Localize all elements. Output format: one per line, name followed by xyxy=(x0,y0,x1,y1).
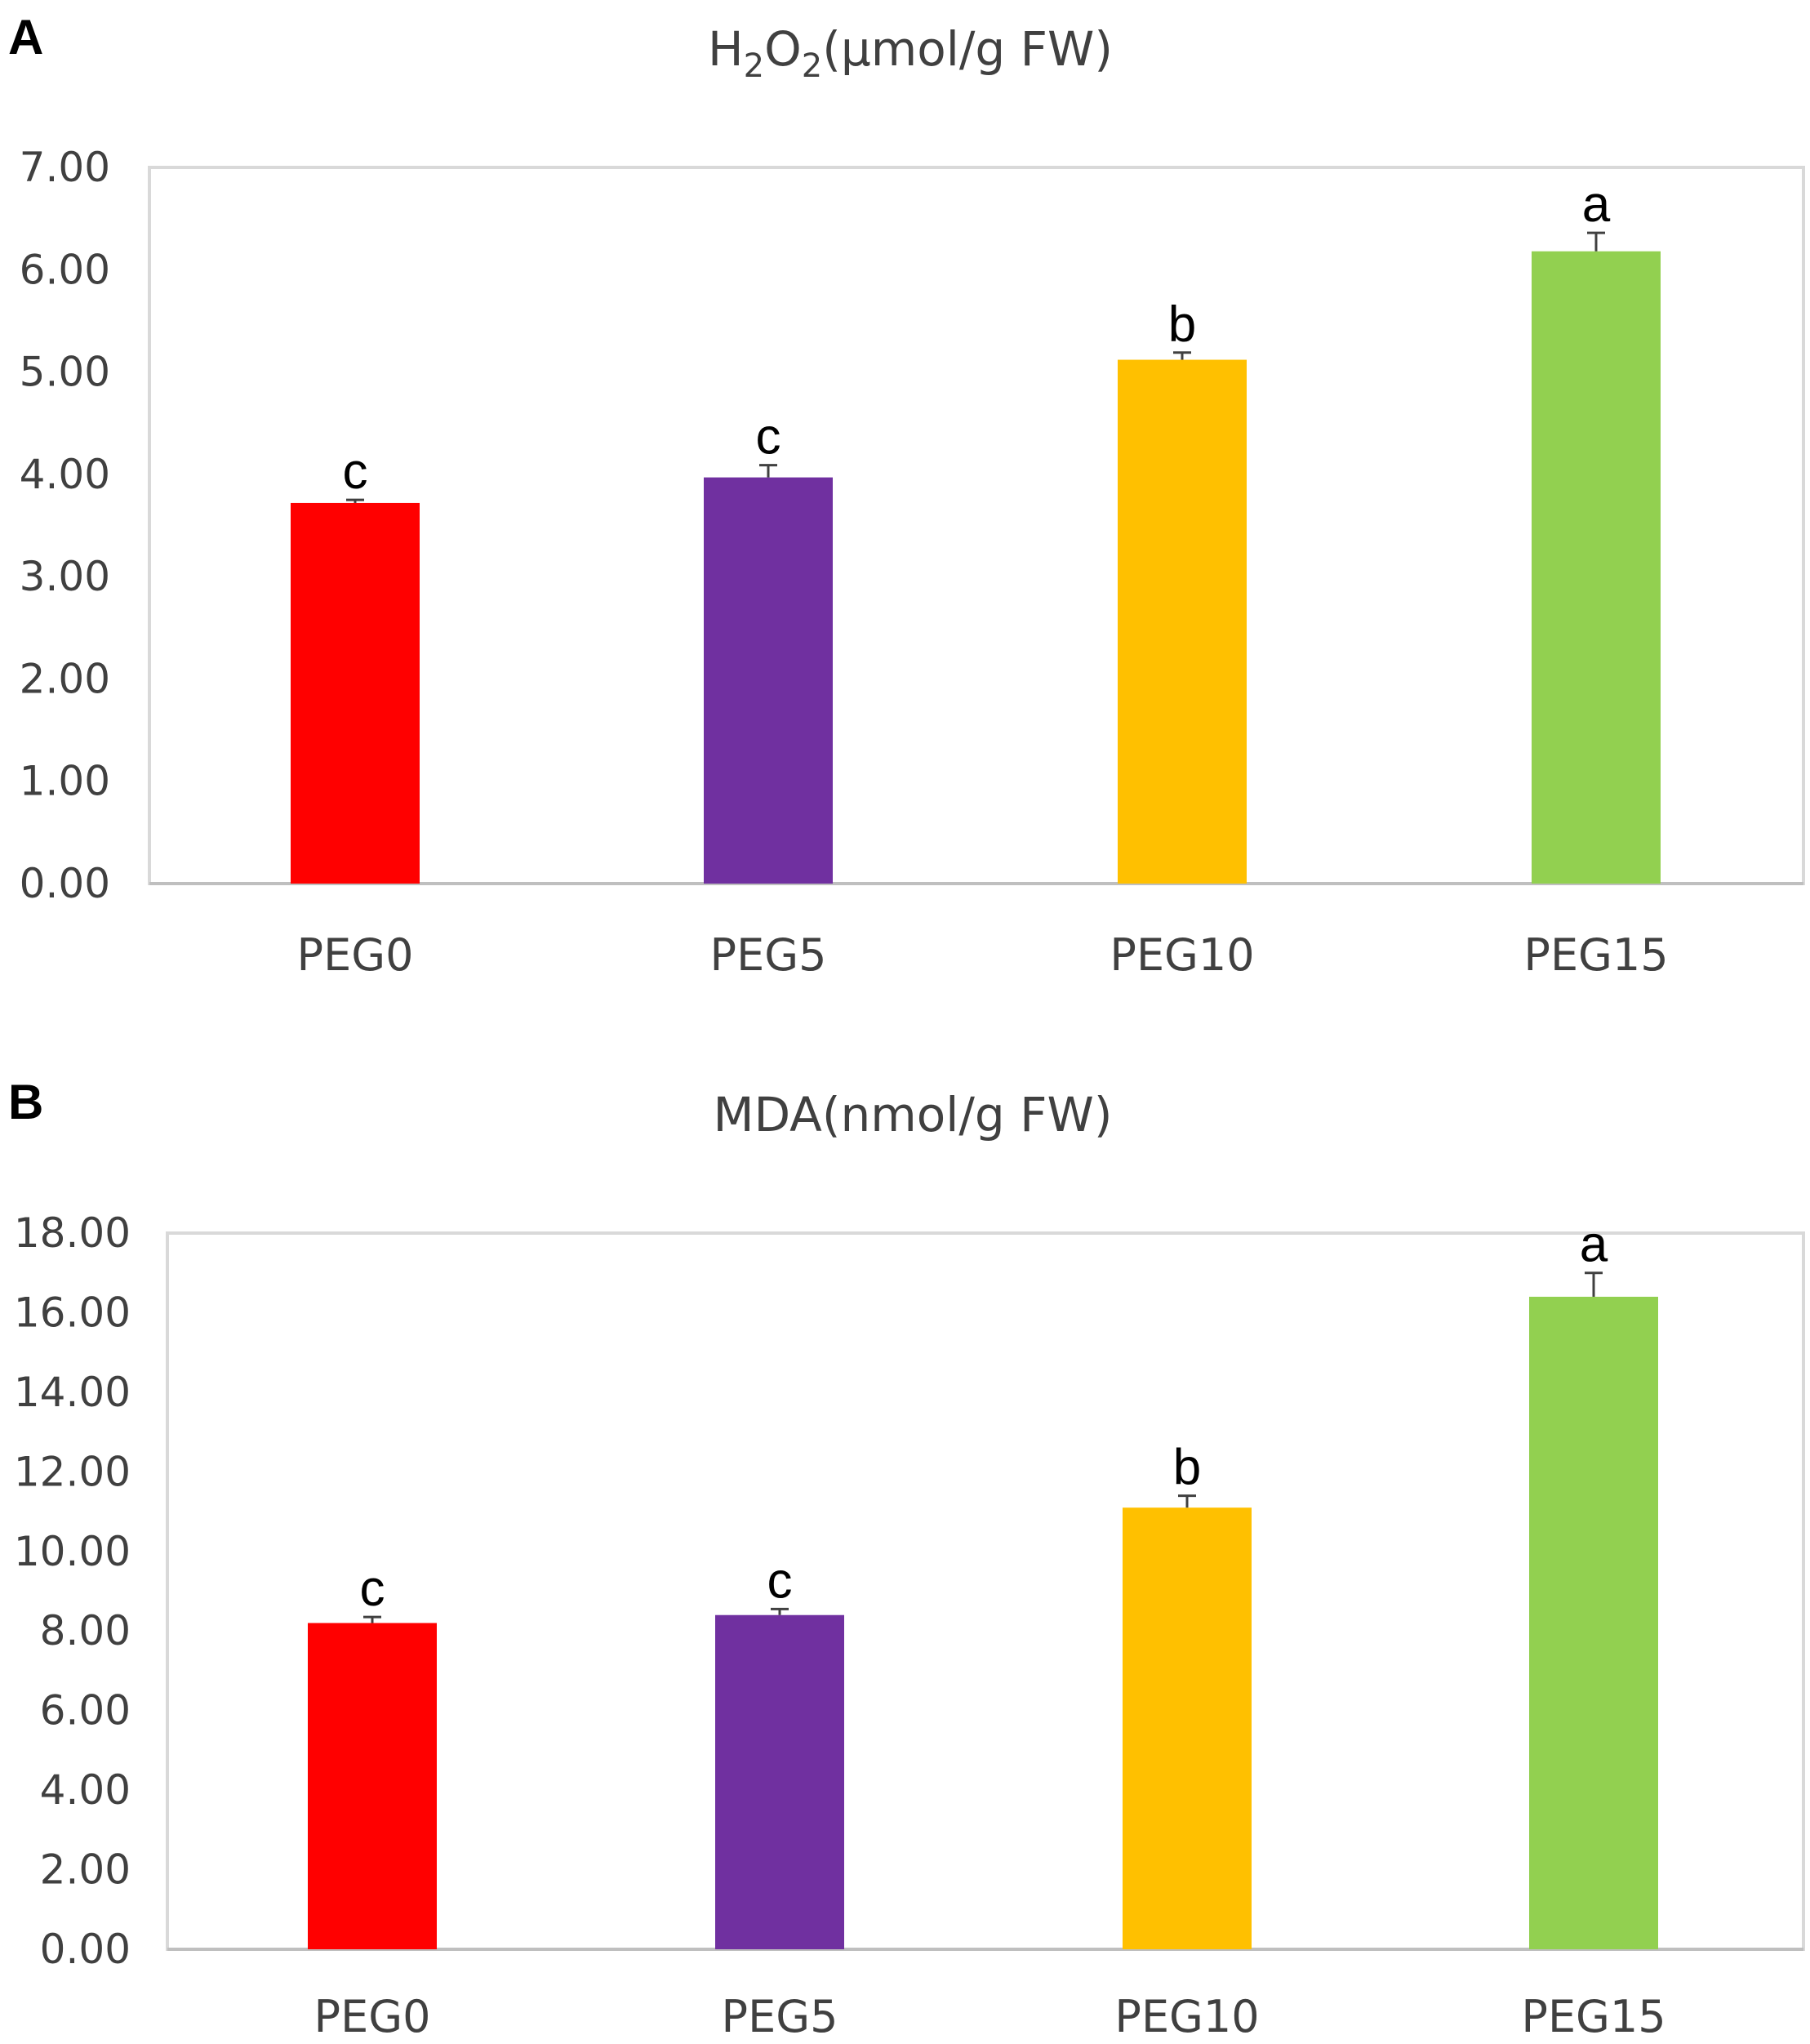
y-tick-label: 14.00 xyxy=(14,1369,131,1416)
significance-label: c xyxy=(767,1552,793,1609)
y-tick-label: 0.00 xyxy=(20,860,110,907)
y-tick-label: 4.00 xyxy=(40,1766,131,1814)
x-category-label: PEG0 xyxy=(297,929,414,981)
significance-label: b xyxy=(1173,1440,1201,1496)
bar-peg0 xyxy=(308,1623,437,1949)
y-tick-label: 2.00 xyxy=(40,1846,131,1894)
y-tick-label: 3.00 xyxy=(20,553,110,600)
bar-peg15 xyxy=(1529,1296,1658,1949)
significance-label: a xyxy=(1580,1217,1608,1273)
chart-title-b: MDA(nmol/g FW) xyxy=(714,1087,1113,1142)
error-bar xyxy=(1585,1271,1603,1297)
y-tick-label: 10.00 xyxy=(14,1528,131,1575)
significance-label: c xyxy=(343,443,368,500)
error-bar xyxy=(1587,231,1605,252)
significance-label: a xyxy=(1582,176,1611,233)
y-tick-label: 6.00 xyxy=(20,246,110,293)
bar-peg5 xyxy=(704,477,833,884)
panel-letter-a: A xyxy=(8,10,43,65)
panel-a: A H2O2(μmol/g FW) 0.00 1.00 2.00 3.00 4.00 5.… xyxy=(8,10,1805,981)
y-tick-label: 4.00 xyxy=(20,451,110,498)
significance-label: c xyxy=(756,409,781,465)
error-bar xyxy=(759,464,777,478)
y-tick-label: 7.00 xyxy=(20,144,110,191)
x-category-label: PEG15 xyxy=(1523,929,1668,981)
y-tick-label: 6.00 xyxy=(40,1687,131,1735)
y-tick-label: 5.00 xyxy=(20,349,110,396)
x-category-label: PEG0 xyxy=(314,1991,431,2042)
significance-label: c xyxy=(360,1561,385,1617)
error-bar xyxy=(363,1615,381,1623)
y-tick-label: 1.00 xyxy=(20,758,110,805)
error-bar xyxy=(771,1607,789,1615)
bar-peg10 xyxy=(1123,1507,1252,1949)
x-category-label: PEG15 xyxy=(1521,1991,1665,2042)
chart-title-a: H2O2(μmol/g FW) xyxy=(708,21,1113,85)
bar-peg0 xyxy=(291,502,420,884)
y-tick-label: 8.00 xyxy=(40,1607,131,1654)
bar-peg5 xyxy=(715,1614,844,1949)
panel-letter-b: B xyxy=(8,1075,43,1129)
error-bar xyxy=(1173,351,1191,360)
x-category-label: PEG10 xyxy=(1110,929,1254,981)
y-tick-label: 16.00 xyxy=(14,1289,131,1336)
x-category-label: PEG10 xyxy=(1114,1991,1259,2042)
y-tick-label: 0.00 xyxy=(40,1926,131,1973)
y-tick-label: 18.00 xyxy=(14,1209,131,1257)
error-bar xyxy=(346,498,364,503)
bar-peg15 xyxy=(1532,251,1661,884)
x-category-label: PEG5 xyxy=(710,929,827,981)
x-category-label: PEG5 xyxy=(722,1991,838,2042)
error-bar xyxy=(1178,1494,1196,1508)
panel-b: B MDA(nmol/g FW) 0.00 2.00 4.00 6.00 8.00 10.… xyxy=(8,1075,1805,2042)
significance-label: b xyxy=(1168,296,1196,353)
bar-peg10 xyxy=(1118,359,1247,884)
y-tick-label: 12.00 xyxy=(14,1448,131,1495)
y-tick-label: 2.00 xyxy=(20,655,110,702)
